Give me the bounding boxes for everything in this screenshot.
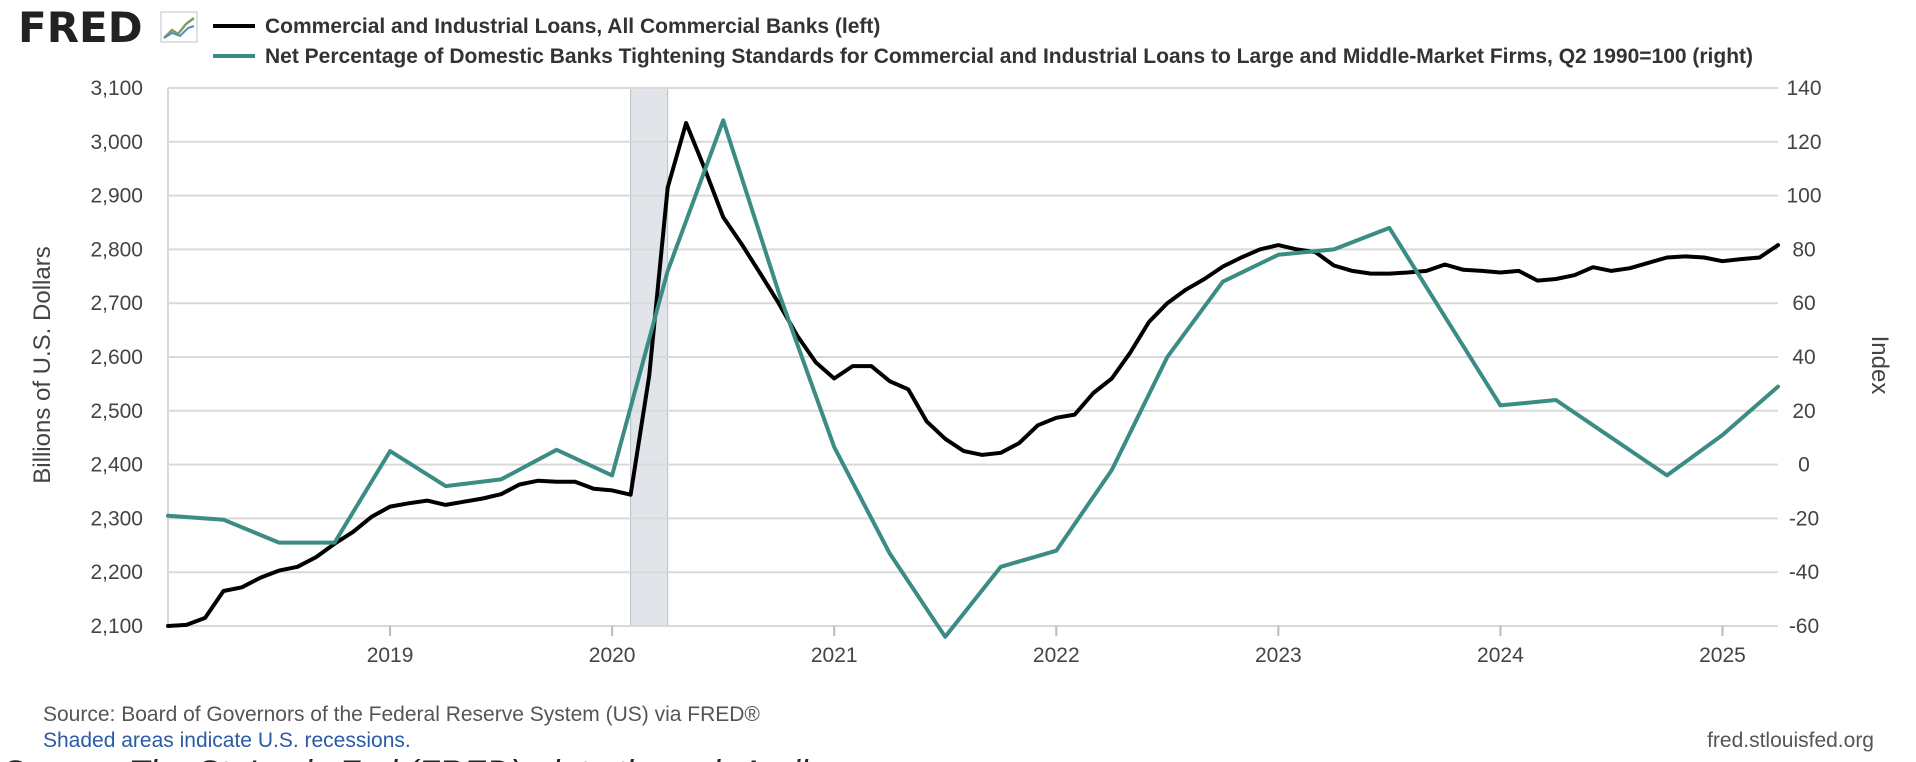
right-tick-label: 60: [1792, 292, 1815, 315]
x-tick-label: 2021: [811, 644, 858, 667]
right-axis-title: Index: [1866, 336, 1893, 395]
right-axis-ticks: -60 -40 -20 0 20 40 60 80 100 120 140: [1786, 77, 1821, 638]
fred-chart-icon: [160, 11, 198, 43]
right-tick-label: -60: [1789, 615, 1819, 638]
x-tick-label: 2023: [1255, 644, 1302, 667]
left-tick-label: 2,900: [90, 185, 143, 208]
right-tick-label: 40: [1792, 346, 1815, 369]
x-axis-ticks: 2019 2020 2021 2022 2023 2024 2025: [367, 626, 1746, 667]
site-link[interactable]: fred.stlouisfed.org: [1707, 729, 1874, 752]
right-tick-label: -40: [1789, 561, 1819, 584]
right-tick-label: 100: [1786, 185, 1821, 208]
legend-label-series-1: Commercial and Industrial Loans, All Com…: [265, 15, 880, 38]
fred-logo-text: FRED: [18, 3, 143, 52]
left-axis-ticks: 2,100 2,200 2,300 2,400 2,500 2,600 2,700 2,800…: [90, 77, 143, 638]
series-line-2: [166, 118, 1780, 639]
right-tick-label: -20: [1789, 507, 1819, 530]
left-tick-label: 2,600: [90, 346, 143, 369]
gridlines: [167, 87, 1778, 627]
right-tick-label: 140: [1786, 77, 1821, 100]
left-tick-label: 2,100: [90, 615, 143, 638]
caption: Source: The St. Louis Fed (FRED), data t…: [2, 754, 809, 762]
right-tick-label: 20: [1792, 400, 1815, 423]
left-tick-label: 3,100: [90, 77, 143, 100]
left-tick-label: 3,000: [90, 131, 143, 154]
left-tick-label: 2,300: [90, 507, 143, 530]
series-line-1: [166, 121, 1780, 628]
x-tick-label: 2025: [1699, 644, 1746, 667]
right-tick-label: 0: [1798, 454, 1810, 477]
recession-note[interactable]: Shaded areas indicate U.S. recessions.: [43, 729, 411, 752]
right-tick-label: 80: [1792, 238, 1815, 261]
fred-logo[interactable]: FRED: [18, 3, 198, 52]
left-tick-label: 2,400: [90, 454, 143, 477]
x-tick-label: 2024: [1477, 644, 1524, 667]
right-tick-label: 120: [1786, 131, 1821, 154]
series-lines: [166, 118, 1780, 639]
x-tick-label: 2019: [367, 644, 414, 667]
legend: Commercial and Industrial Loans, All Com…: [213, 15, 1753, 68]
left-tick-label: 2,500: [90, 400, 143, 423]
left-axis-title: Billions of U.S. Dollars: [29, 246, 56, 483]
x-tick-label: 2022: [1033, 644, 1080, 667]
left-tick-label: 2,800: [90, 238, 143, 261]
left-tick-label: 2,700: [90, 292, 143, 315]
source-note: Source: Board of Governors of the Federa…: [43, 703, 760, 726]
left-tick-label: 2,200: [90, 561, 143, 584]
x-tick-label: 2020: [589, 644, 636, 667]
legend-label-series-2: Net Percentage of Domestic Banks Tighten…: [265, 45, 1753, 68]
